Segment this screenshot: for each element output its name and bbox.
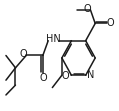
Text: O: O — [61, 71, 69, 81]
Text: HN: HN — [46, 35, 61, 45]
Text: O: O — [84, 4, 91, 14]
Text: O: O — [39, 73, 47, 83]
Text: O: O — [19, 49, 27, 59]
Text: O: O — [106, 18, 114, 28]
Text: N: N — [87, 70, 94, 80]
